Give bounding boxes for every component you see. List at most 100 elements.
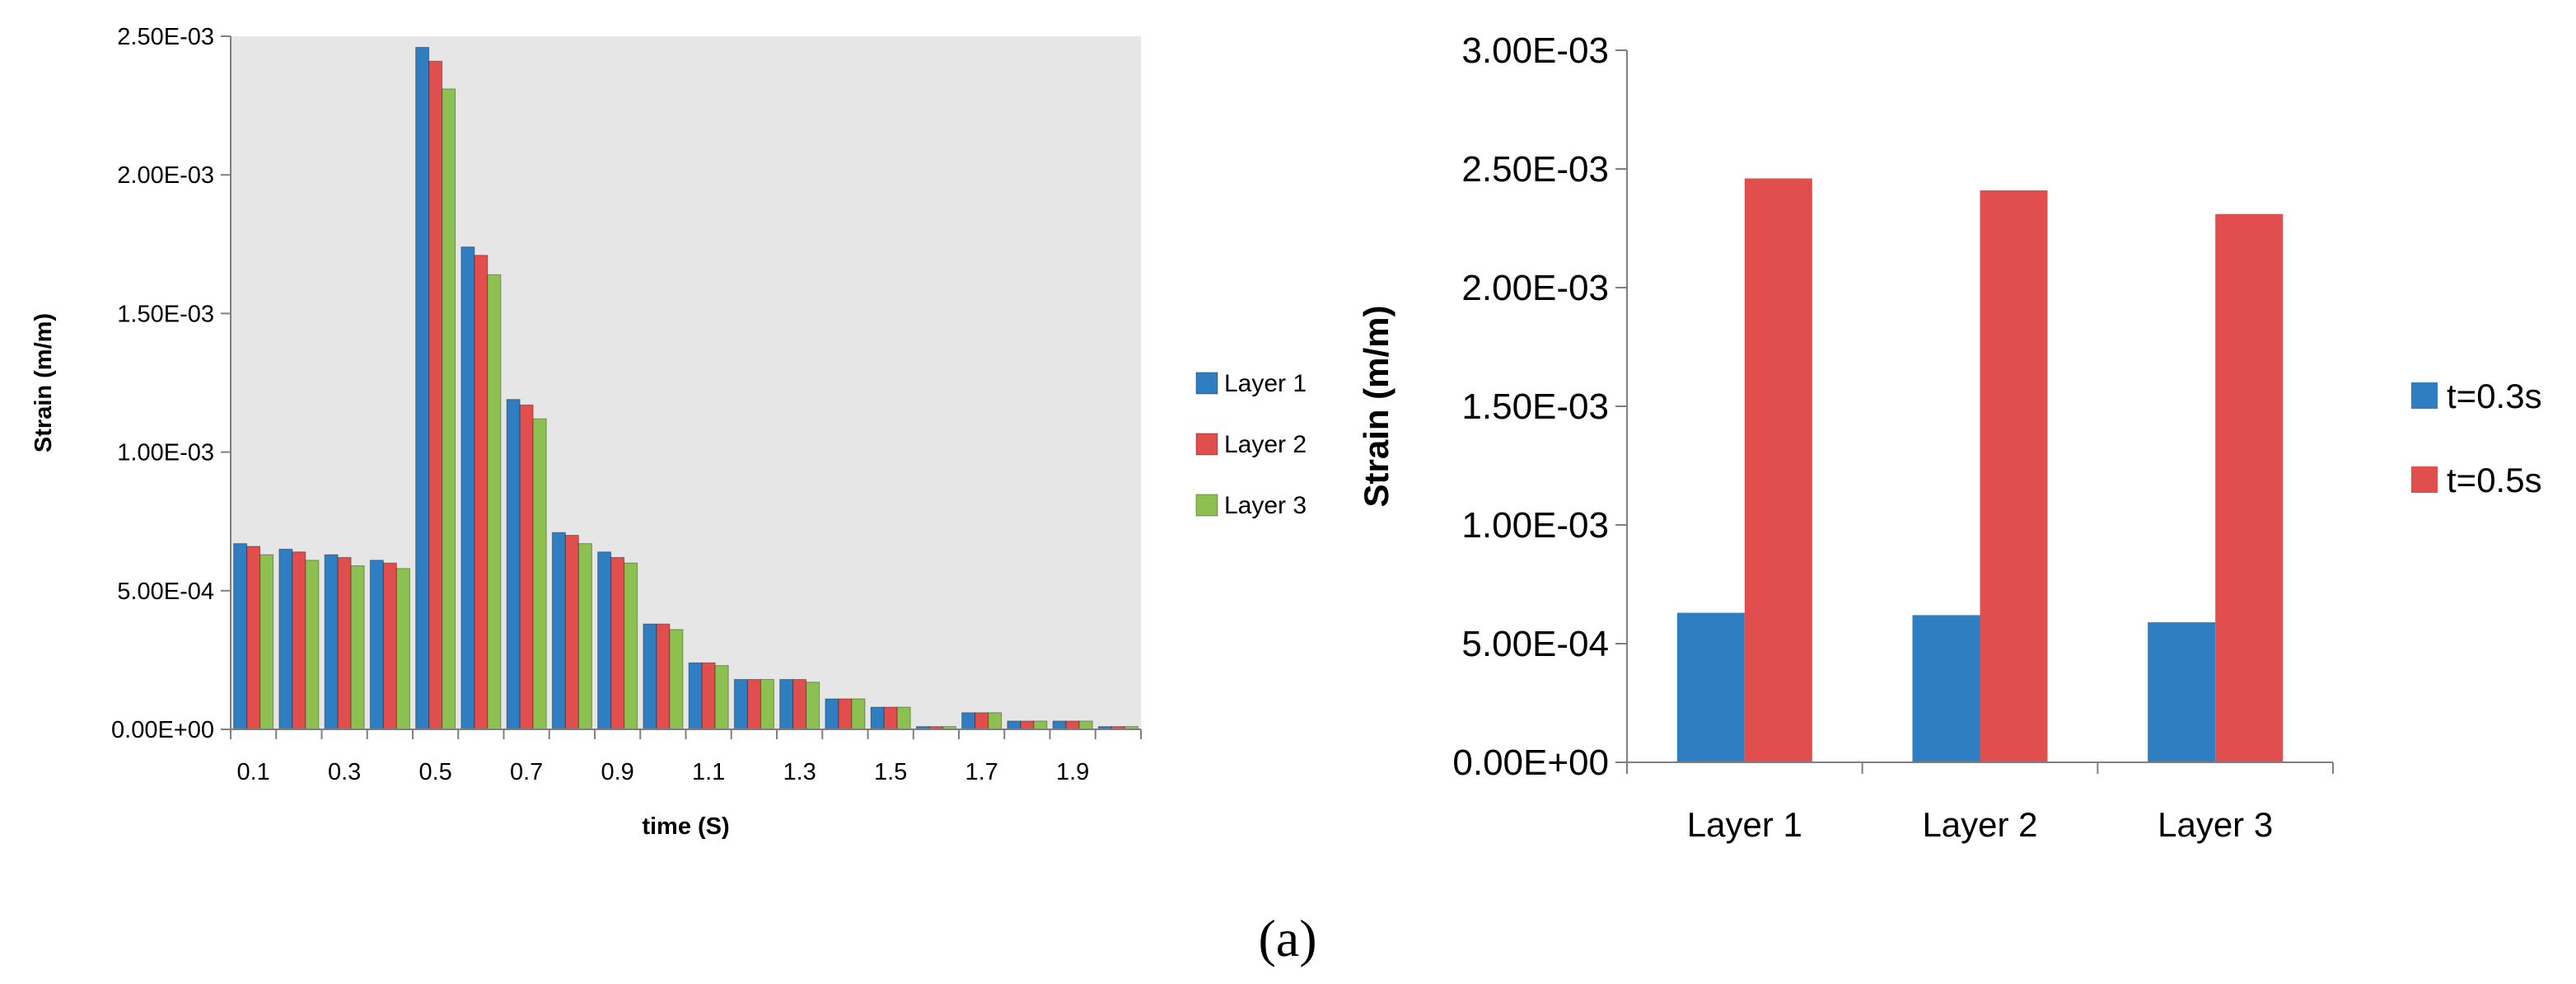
legend-swatch — [2411, 382, 2438, 409]
bar-layer-2 — [382, 562, 397, 730]
bar-t-0-5s — [2215, 213, 2284, 763]
bar-t-0-3s — [1912, 615, 1980, 762]
y-axis-title: Strain (m/m) — [30, 313, 57, 452]
bar-layer-1 — [461, 246, 475, 730]
bar-layer-1 — [324, 554, 339, 730]
bar-layer-1 — [506, 399, 521, 730]
bar-layer-2 — [519, 404, 534, 730]
bar-layer-3 — [669, 629, 684, 730]
plot-area — [231, 36, 1141, 729]
x-tick-label: 0.5 — [418, 759, 451, 785]
bar-layer-1 — [1007, 720, 1022, 730]
x-tick-label: Layer 2 — [1922, 805, 2037, 844]
bar-layer-3 — [851, 698, 866, 730]
bar-layer-3 — [988, 712, 1003, 730]
bar-layer-1 — [415, 46, 430, 730]
bar-layer-2 — [701, 662, 716, 730]
x-axis-title: time (S) — [642, 813, 729, 840]
x-tick-label: 1.9 — [1056, 759, 1089, 785]
y-tick-label: 2.50E-03 — [117, 24, 214, 50]
bar-layer-1 — [779, 678, 794, 730]
bar-layer-1 — [870, 706, 885, 730]
bar-layer-2 — [474, 255, 489, 730]
legend-label: Layer 2 — [1224, 431, 1307, 458]
y-tick-label: 1.50E-03 — [117, 301, 214, 327]
x-tick-label: Layer 1 — [1687, 805, 1802, 844]
bar-layer-3 — [532, 418, 547, 730]
bar-layer-2 — [564, 535, 579, 730]
bar-layer-2 — [838, 698, 853, 730]
bar-layer-2 — [246, 546, 261, 730]
bar-layer-3 — [624, 562, 638, 730]
bar-layer-2 — [792, 678, 807, 730]
x-tick-label: Layer 3 — [2158, 805, 2273, 844]
legend-label: Layer 1 — [1224, 370, 1307, 397]
y-tick-label: 1.00E-03 — [117, 440, 214, 466]
y-tick-label: 3.00E-03 — [1461, 30, 1609, 71]
bar-layer-2 — [1020, 720, 1035, 730]
y-tick-label: 1.00E-03 — [1461, 505, 1609, 546]
chart-time-history: 0.00E+00 5.00E-04 1.00E-03 1.50E-03 2.00E-03… — [30, 24, 1307, 840]
chart-layer-comparison: 0.00E+00 5.00E-04 1.00E-03 1.50E-03 2.00E-03… — [1357, 30, 2542, 844]
legend-swatch — [1195, 494, 1218, 517]
bar-layer-3 — [1078, 720, 1093, 730]
bar-layer-1 — [597, 551, 612, 730]
x-tick-label: 1.5 — [874, 759, 907, 785]
y-tick-label: 1.50E-03 — [1461, 387, 1609, 427]
legend-swatch — [1195, 433, 1218, 456]
y-tick-label: 0.00E+00 — [111, 717, 214, 743]
legend-label: t=0.5s — [2447, 461, 2542, 499]
legend-label: Layer 3 — [1224, 492, 1307, 519]
bar-layer-1 — [688, 662, 703, 730]
bar-layer-1 — [961, 712, 976, 730]
bar-layer-3 — [395, 568, 410, 730]
x-tick-label: 0.7 — [510, 759, 543, 785]
bar-layer-2 — [656, 623, 671, 730]
bar-t-0-5s — [1980, 190, 2048, 763]
y-axis-title: Strain (m/m) — [1357, 305, 1396, 507]
bar-layer-1 — [551, 532, 566, 730]
bar-layer-1 — [643, 623, 657, 730]
bar-layer-3 — [806, 682, 820, 730]
bar-layer-2 — [746, 678, 761, 730]
y-tick-label: 2.00E-03 — [117, 162, 214, 189]
bar-layer-3 — [305, 560, 320, 730]
bar-layer-3 — [577, 543, 592, 730]
bar-layer-2 — [610, 556, 625, 730]
bar-t-0-3s — [2148, 622, 2216, 762]
bar-t-0-3s — [1676, 612, 1745, 762]
bar-t-0-5s — [1744, 178, 1812, 762]
bar-layer-1 — [733, 678, 748, 730]
bar-layer-3 — [442, 88, 456, 730]
bar-layer-2 — [975, 712, 989, 730]
bar-layer-3 — [259, 554, 274, 730]
bar-layer-1 — [278, 548, 293, 730]
figure-caption: (a) — [1258, 909, 1316, 968]
bar-layer-3 — [760, 678, 774, 730]
x-tick-label: 0.1 — [236, 759, 269, 785]
y-tick-label: 5.00E-04 — [1461, 624, 1609, 664]
x-tick-label: 1.3 — [783, 759, 816, 785]
x-tick-label: 1.7 — [965, 759, 998, 785]
bar-layer-3 — [1033, 720, 1048, 730]
bar-layer-3 — [896, 706, 911, 730]
y-tick-label: 0.00E+00 — [1452, 743, 1609, 783]
bar-layer-1 — [825, 698, 839, 730]
y-tick-label: 2.50E-03 — [1461, 149, 1609, 190]
bar-layer-3 — [714, 665, 729, 730]
bar-layer-2 — [1065, 720, 1080, 730]
y-tick-label: 2.00E-03 — [1461, 268, 1609, 308]
legend-swatch — [1195, 372, 1218, 395]
bar-layer-3 — [350, 565, 365, 730]
legend-label: t=0.3s — [2447, 377, 2542, 415]
x-tick-label: 0.3 — [328, 759, 361, 785]
bar-layer-3 — [487, 274, 502, 730]
bar-layer-2 — [428, 60, 443, 730]
bar-layer-2 — [337, 556, 352, 730]
bar-layer-1 — [233, 543, 248, 730]
x-tick-label: 0.9 — [601, 759, 633, 785]
legend-swatch — [2411, 466, 2438, 493]
bar-layer-1 — [369, 560, 384, 730]
bar-layer-2 — [883, 706, 898, 730]
